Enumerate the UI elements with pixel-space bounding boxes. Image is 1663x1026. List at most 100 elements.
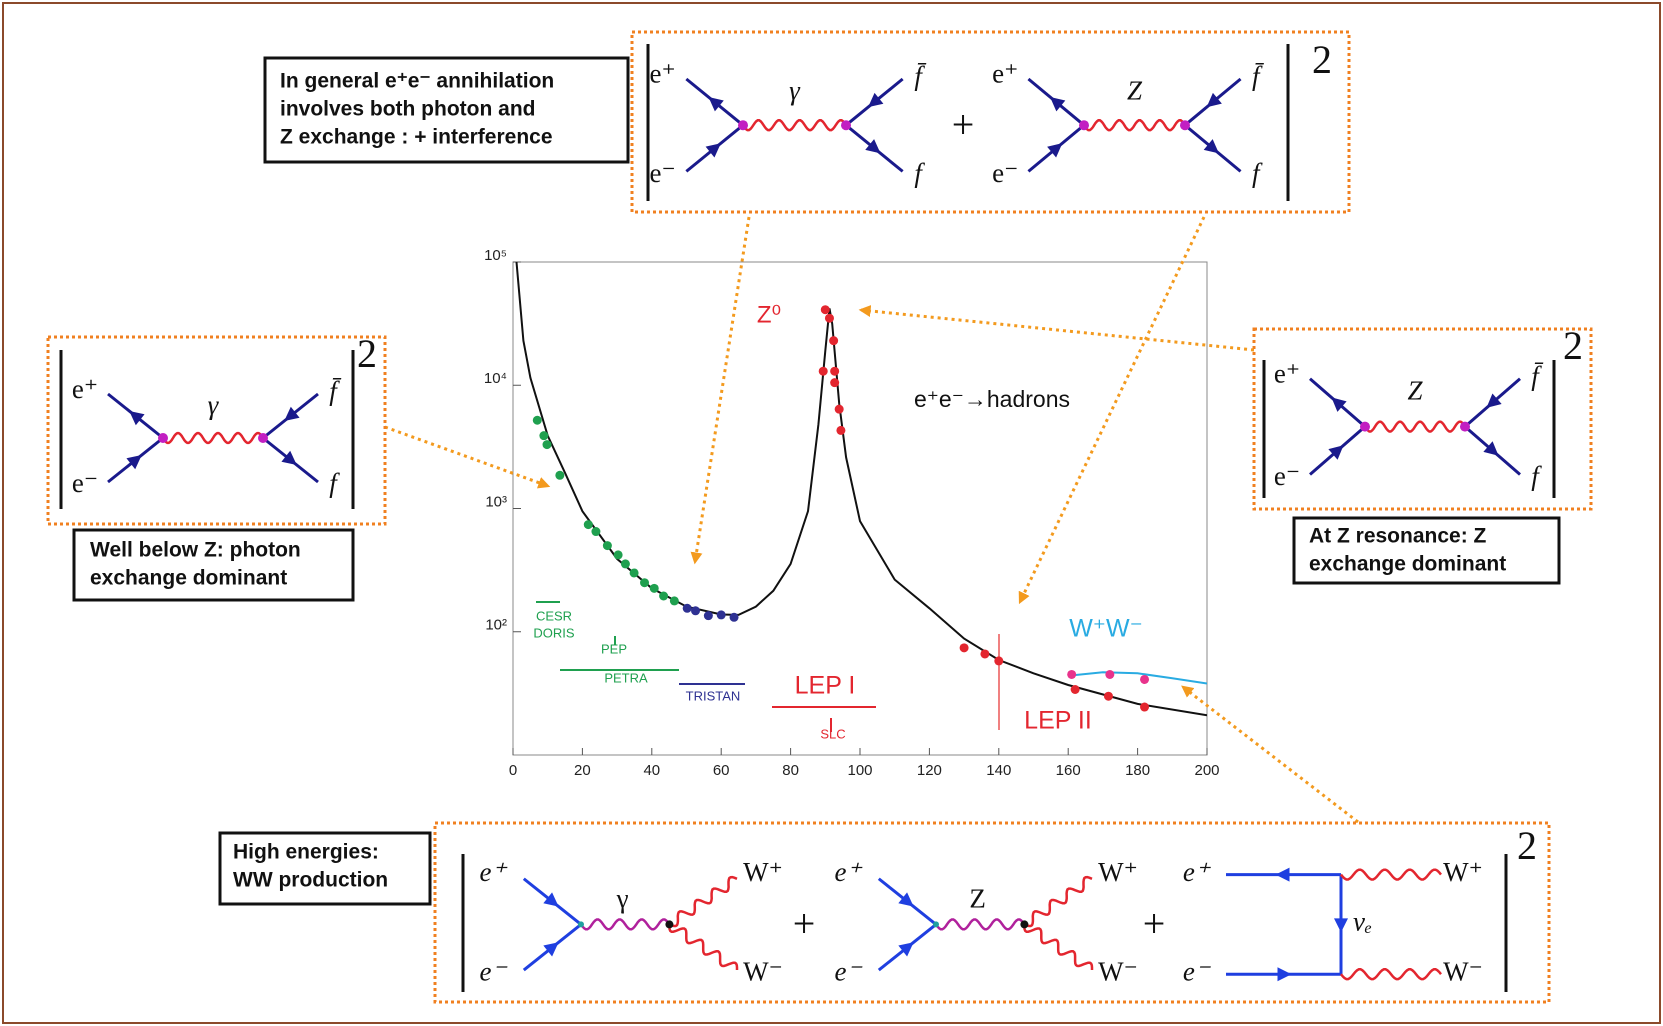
data-point — [591, 527, 601, 537]
amplitude-panel: 2e⁺e⁻γW⁺W⁻e⁺e⁻ZW⁺W⁻e⁺e⁻νₑW⁺W⁻+ + — [433, 821, 1551, 1004]
particle-label: f — [1252, 158, 1263, 188]
data-point — [1067, 669, 1077, 679]
x-tick-label: 160 — [1056, 762, 1081, 779]
particle-label: W⁻ — [1443, 956, 1483, 986]
arrowhead — [126, 455, 142, 470]
particle-label: νₑ — [1353, 907, 1372, 937]
x-tick-label: 80 — [782, 762, 799, 779]
arrowhead — [705, 143, 721, 158]
particle-label: Z — [1127, 75, 1143, 105]
series-line — [1068, 671, 1207, 685]
plot-area — [515, 262, 1207, 717]
vertex — [258, 433, 268, 443]
x-tick-label: 140 — [986, 762, 1011, 779]
amplitude-panel: 2e⁺e⁻γ f̄fe⁺e⁻Z f̄f+ — [630, 30, 1351, 214]
annotation: DORIS — [533, 625, 575, 640]
data-point — [830, 378, 840, 388]
vertex — [933, 921, 939, 928]
arrowhead — [708, 97, 724, 112]
annotation: SLC — [820, 726, 845, 741]
data-point — [959, 643, 969, 653]
x-tick-label: 40 — [643, 762, 660, 779]
y-tick-label: 10² — [485, 617, 507, 634]
particle-label: f — [1531, 461, 1542, 491]
data-point — [613, 550, 623, 560]
w-line — [1023, 875, 1093, 928]
arrowhead — [898, 942, 914, 957]
annotation: LEP I — [795, 672, 856, 700]
arrow — [690, 216, 751, 565]
data-point — [659, 591, 669, 601]
particle-label: e⁺ — [1183, 857, 1211, 887]
annotation: LEP II — [1024, 707, 1092, 735]
particle-label: e⁺ — [834, 857, 862, 887]
arrow — [384, 425, 551, 489]
data-point — [834, 404, 844, 414]
data-point — [1140, 674, 1150, 684]
data-point — [980, 649, 990, 659]
exponent: 2 — [1517, 823, 1537, 868]
annotation: PEP — [601, 641, 627, 656]
annotation: PETRA — [604, 670, 648, 685]
particle-label: e⁺ — [479, 857, 507, 887]
series-line — [515, 262, 1207, 717]
particle-label: e⁺ — [1274, 358, 1300, 388]
note-box — [218, 831, 432, 906]
vertex — [578, 921, 584, 928]
boson-line — [1082, 119, 1187, 132]
data-point — [994, 656, 1004, 666]
data-point — [649, 583, 659, 593]
particle-label: W⁺ — [1098, 857, 1138, 887]
boson-line — [741, 119, 848, 132]
arrowhead — [1047, 143, 1063, 158]
note-line: involves both photon and — [280, 98, 536, 121]
vertex — [1180, 120, 1190, 131]
particle-label: γ — [208, 390, 220, 420]
data-point — [830, 366, 840, 376]
arrowhead — [1483, 441, 1499, 456]
arrowhead — [284, 406, 300, 421]
note-line: Well below Z: photon — [90, 539, 301, 562]
data-point — [542, 440, 552, 450]
data-point — [703, 611, 713, 621]
arrowhead — [1203, 139, 1219, 154]
annotation: Z⁰ — [757, 301, 781, 328]
x-tick-label: 120 — [917, 762, 942, 779]
data-point — [824, 313, 834, 323]
pointer-arrows — [384, 216, 1359, 824]
vertex — [1360, 421, 1370, 432]
particle-label: f — [329, 468, 340, 498]
x-tick-label: 60 — [713, 762, 730, 779]
arrowhead — [1206, 92, 1222, 108]
arrowhead — [898, 892, 914, 907]
particle-label: W⁺ — [743, 857, 783, 887]
data-point — [555, 470, 565, 480]
arrowhead — [1050, 96, 1066, 112]
y-tick-label: 10⁵ — [484, 247, 507, 264]
arrowhead — [1277, 967, 1292, 982]
boson-line — [161, 431, 265, 445]
note-line: exchange dominant — [90, 567, 287, 590]
data-point — [640, 578, 650, 588]
particle-label: W⁻ — [1098, 956, 1138, 986]
note-line: High energies: — [233, 841, 379, 864]
data-point — [818, 366, 828, 376]
particle-label: γ — [616, 883, 629, 913]
exponent: 2 — [357, 331, 377, 376]
arrowhead — [868, 92, 884, 108]
data-point — [1140, 702, 1150, 712]
y-tick-label: 10⁴ — [484, 370, 507, 387]
amplitude-panel: 2e⁺e⁻Z f̄f — [1252, 323, 1593, 511]
data-point — [602, 541, 612, 551]
arrow — [1181, 685, 1359, 824]
arrowhead — [1486, 393, 1502, 408]
data-point — [829, 336, 839, 346]
data-point — [820, 305, 830, 315]
data-point — [629, 568, 639, 578]
panel-box — [1252, 327, 1593, 511]
plus-sign: + — [952, 102, 975, 147]
w-line — [1340, 968, 1442, 981]
particle-label: e⁺ — [72, 374, 98, 404]
annotation: W⁺W⁻ — [1069, 615, 1143, 643]
